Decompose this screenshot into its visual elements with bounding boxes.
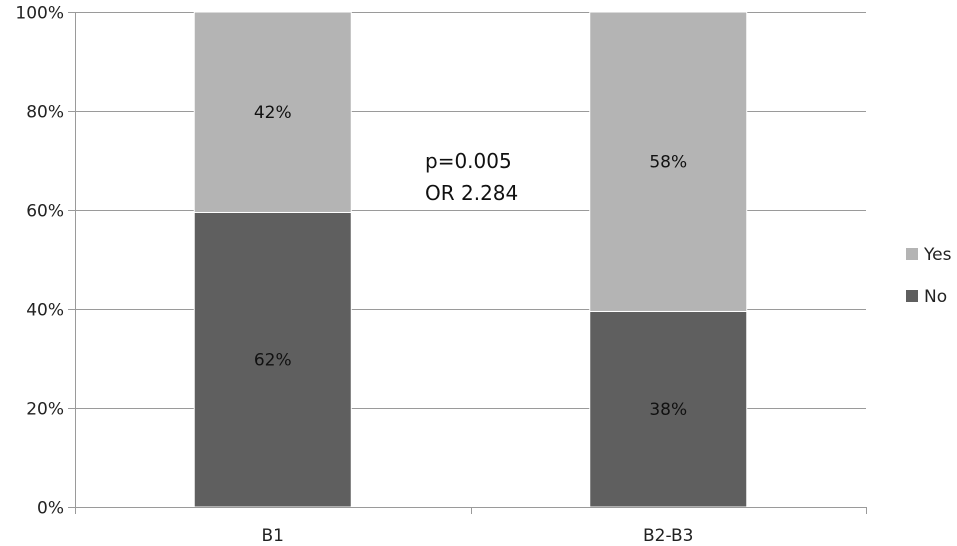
x-category-label: B1 xyxy=(262,526,284,546)
x-category-label: B2-B3 xyxy=(643,526,694,546)
data-label-no-b1: 62% xyxy=(254,351,292,371)
y-tick-label: 60% xyxy=(26,202,64,222)
data-label-yes-b2-b3: 58% xyxy=(649,153,687,173)
data-label-no-b2-b3: 38% xyxy=(649,400,687,420)
bars: 62% 42% 38% 58% xyxy=(193,11,748,508)
bar-segment-no-b2-b3 xyxy=(589,310,748,508)
data-label-yes-b1: 42% xyxy=(254,103,292,123)
legend-swatch-no xyxy=(906,290,918,302)
y-axis-ticks: 0% 20% 40% 60% 80% 100% xyxy=(15,4,64,519)
y-tick-label: 20% xyxy=(26,400,64,420)
bar-segment-yes-b1 xyxy=(193,11,352,213)
legend: Yes No xyxy=(906,245,952,307)
annotation-line-1: p=0.005 xyxy=(425,149,512,173)
legend-label-no: No xyxy=(924,287,947,307)
annotation: p=0.005 OR 2.284 xyxy=(425,149,518,205)
y-tick-label: 0% xyxy=(37,499,64,519)
legend-label-yes: Yes xyxy=(923,245,952,265)
annotation-line-2: OR 2.284 xyxy=(425,181,518,205)
x-axis: B1 B2-B3 xyxy=(75,507,867,546)
y-tick-label: 80% xyxy=(26,103,64,123)
y-tick-label: 100% xyxy=(15,4,64,24)
legend-swatch-yes xyxy=(906,248,918,260)
bar-segment-yes-b2-b3 xyxy=(589,11,748,312)
y-tick-label: 40% xyxy=(26,301,64,321)
